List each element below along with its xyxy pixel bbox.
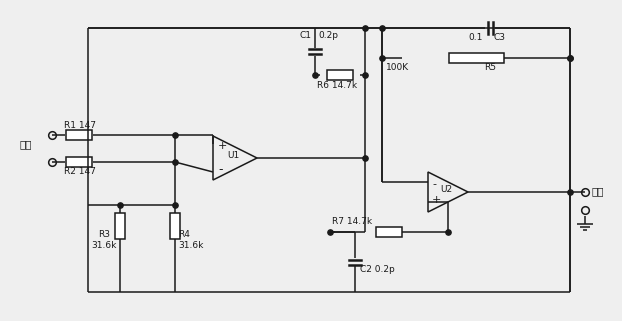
Text: C3: C3 — [493, 32, 505, 41]
Text: R4
31.6k: R4 31.6k — [178, 230, 203, 250]
Text: R1 147: R1 147 — [64, 122, 96, 131]
Text: 0.2p: 0.2p — [318, 30, 338, 39]
Text: +: + — [218, 141, 228, 151]
Text: 100K: 100K — [386, 64, 409, 73]
Bar — [376, 227, 402, 237]
Text: C1: C1 — [299, 30, 311, 39]
Text: R2 147: R2 147 — [64, 167, 96, 176]
Text: 输出: 输出 — [591, 186, 603, 196]
Bar — [170, 213, 180, 239]
Bar — [66, 130, 92, 140]
Text: -: - — [432, 179, 436, 189]
Text: R6 14.7k: R6 14.7k — [317, 82, 357, 91]
Text: R3
31.6k: R3 31.6k — [91, 230, 117, 250]
Bar — [327, 70, 353, 80]
Text: R7 14.7k: R7 14.7k — [332, 216, 372, 225]
Bar — [115, 213, 125, 239]
Text: +: + — [432, 195, 442, 205]
Bar — [448, 53, 503, 63]
Text: U1: U1 — [227, 152, 239, 160]
Text: 0.1: 0.1 — [468, 32, 483, 41]
Text: -: - — [218, 163, 223, 177]
Text: C2 0.2p: C2 0.2p — [360, 265, 395, 274]
Text: R5: R5 — [484, 64, 496, 73]
Text: U2: U2 — [440, 186, 452, 195]
Text: 输入: 输入 — [20, 139, 32, 149]
Bar — [66, 157, 92, 167]
